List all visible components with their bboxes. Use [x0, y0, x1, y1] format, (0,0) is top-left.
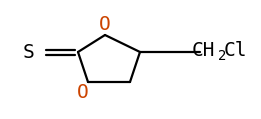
- Text: 2: 2: [218, 49, 226, 63]
- Text: Cl: Cl: [224, 40, 247, 60]
- Text: O: O: [77, 84, 89, 102]
- Text: CH: CH: [192, 40, 216, 60]
- Text: S: S: [22, 42, 34, 62]
- Text: O: O: [99, 15, 111, 34]
